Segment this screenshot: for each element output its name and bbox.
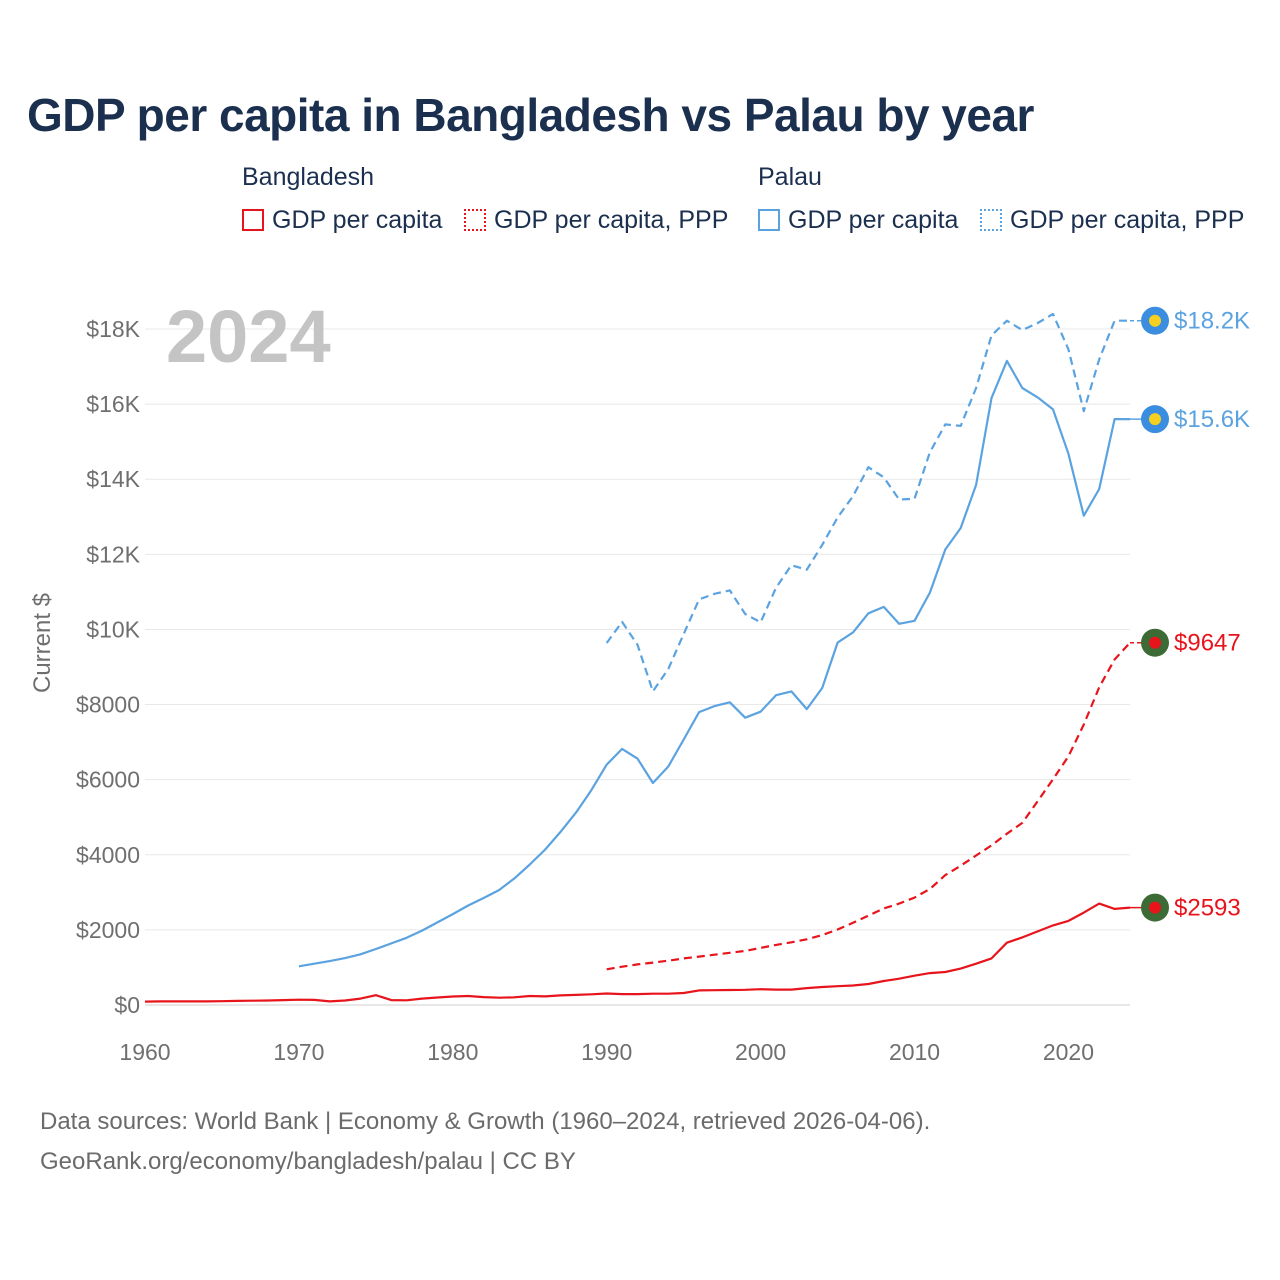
flag-disc [1149,413,1161,426]
series-end-label: $18.2K [1174,308,1250,335]
legend-group-bangladesh: Bangladesh [242,163,375,191]
series-end-label: $9647 [1174,630,1241,657]
series-end-label: $15.6K [1174,406,1250,433]
legend-label: GDP per capita, PPP [494,205,729,234]
footer-attribution: GeoRank.org/economy/bangladesh/palau | C… [40,1148,576,1175]
series-line [606,641,1131,971]
y-tick-label: $10K [86,616,140,642]
legend-swatch-solid-blue-icon [758,209,780,231]
x-tick-label: 1970 [273,1039,324,1065]
legend-swatch-dotted-red-icon [464,209,486,231]
y-tick-label: $8000 [76,692,140,718]
y-tick-label: $14K [86,466,140,492]
chart-title: GDP per capita in Bangladesh vs Palau by… [27,89,1034,141]
y-tick-label: $18K [86,316,140,342]
legend-label: GDP per capita [788,205,959,234]
x-tick-label: 1960 [119,1039,170,1065]
x-axis-ticks: 1960 1970 1980 1990 2000 2010 2020 [119,1039,1094,1065]
year-watermark: 2024 [166,295,331,378]
flag-disc [1149,636,1161,649]
y-tick-label: $0 [114,992,140,1018]
footer-sources: Data sources: World Bank | Economy & Gro… [40,1108,931,1135]
legend-swatch-dotted-blue-icon [980,209,1002,231]
y-tick-label: $16K [86,391,140,417]
y-tick-label: $12K [86,541,140,567]
series-line [298,359,1130,968]
y-axis-label: Current $ [29,593,56,693]
series-line [605,312,1130,693]
legend-item-bangladesh-gdp-ppp[interactable]: GDP per capita, PPP [464,205,728,235]
x-tick-label: 1980 [427,1039,478,1065]
legend-label: GDP per capita [272,205,443,234]
x-tick-label: 2000 [735,1039,786,1065]
legend-item-palau-gdp-ppp[interactable]: GDP per capita, PPP [980,205,1244,235]
x-tick-label: 2010 [889,1039,940,1065]
flag-disc [1149,901,1161,914]
y-tick-label: $6000 [76,767,140,793]
series-lines [144,312,1131,1003]
x-tick-label: 1990 [581,1039,632,1065]
legend-label: GDP per capita, PPP [1010,205,1245,234]
legend-swatch-solid-red-icon [242,209,264,231]
series-line [144,902,1131,1003]
flag-disc [1149,314,1161,327]
legend-item-palau-gdp[interactable]: GDP per capita [758,205,958,235]
x-tick-label: 2020 [1043,1039,1094,1065]
series-end-label: $2593 [1174,895,1241,922]
legend-group-palau: Palau [758,163,822,191]
y-axis-ticks: $0 $2000 $4000 $6000 $8000 $10K $12K $14K $16K $1… [76,316,141,1018]
y-tick-label: $2000 [76,917,140,943]
legend-item-bangladesh-gdp[interactable]: GDP per capita [242,205,442,235]
gridlines [145,328,1130,1006]
y-tick-label: $4000 [76,842,140,868]
end-markers: $2593 $9647 $15.6K $18.2K [1130,306,1250,922]
